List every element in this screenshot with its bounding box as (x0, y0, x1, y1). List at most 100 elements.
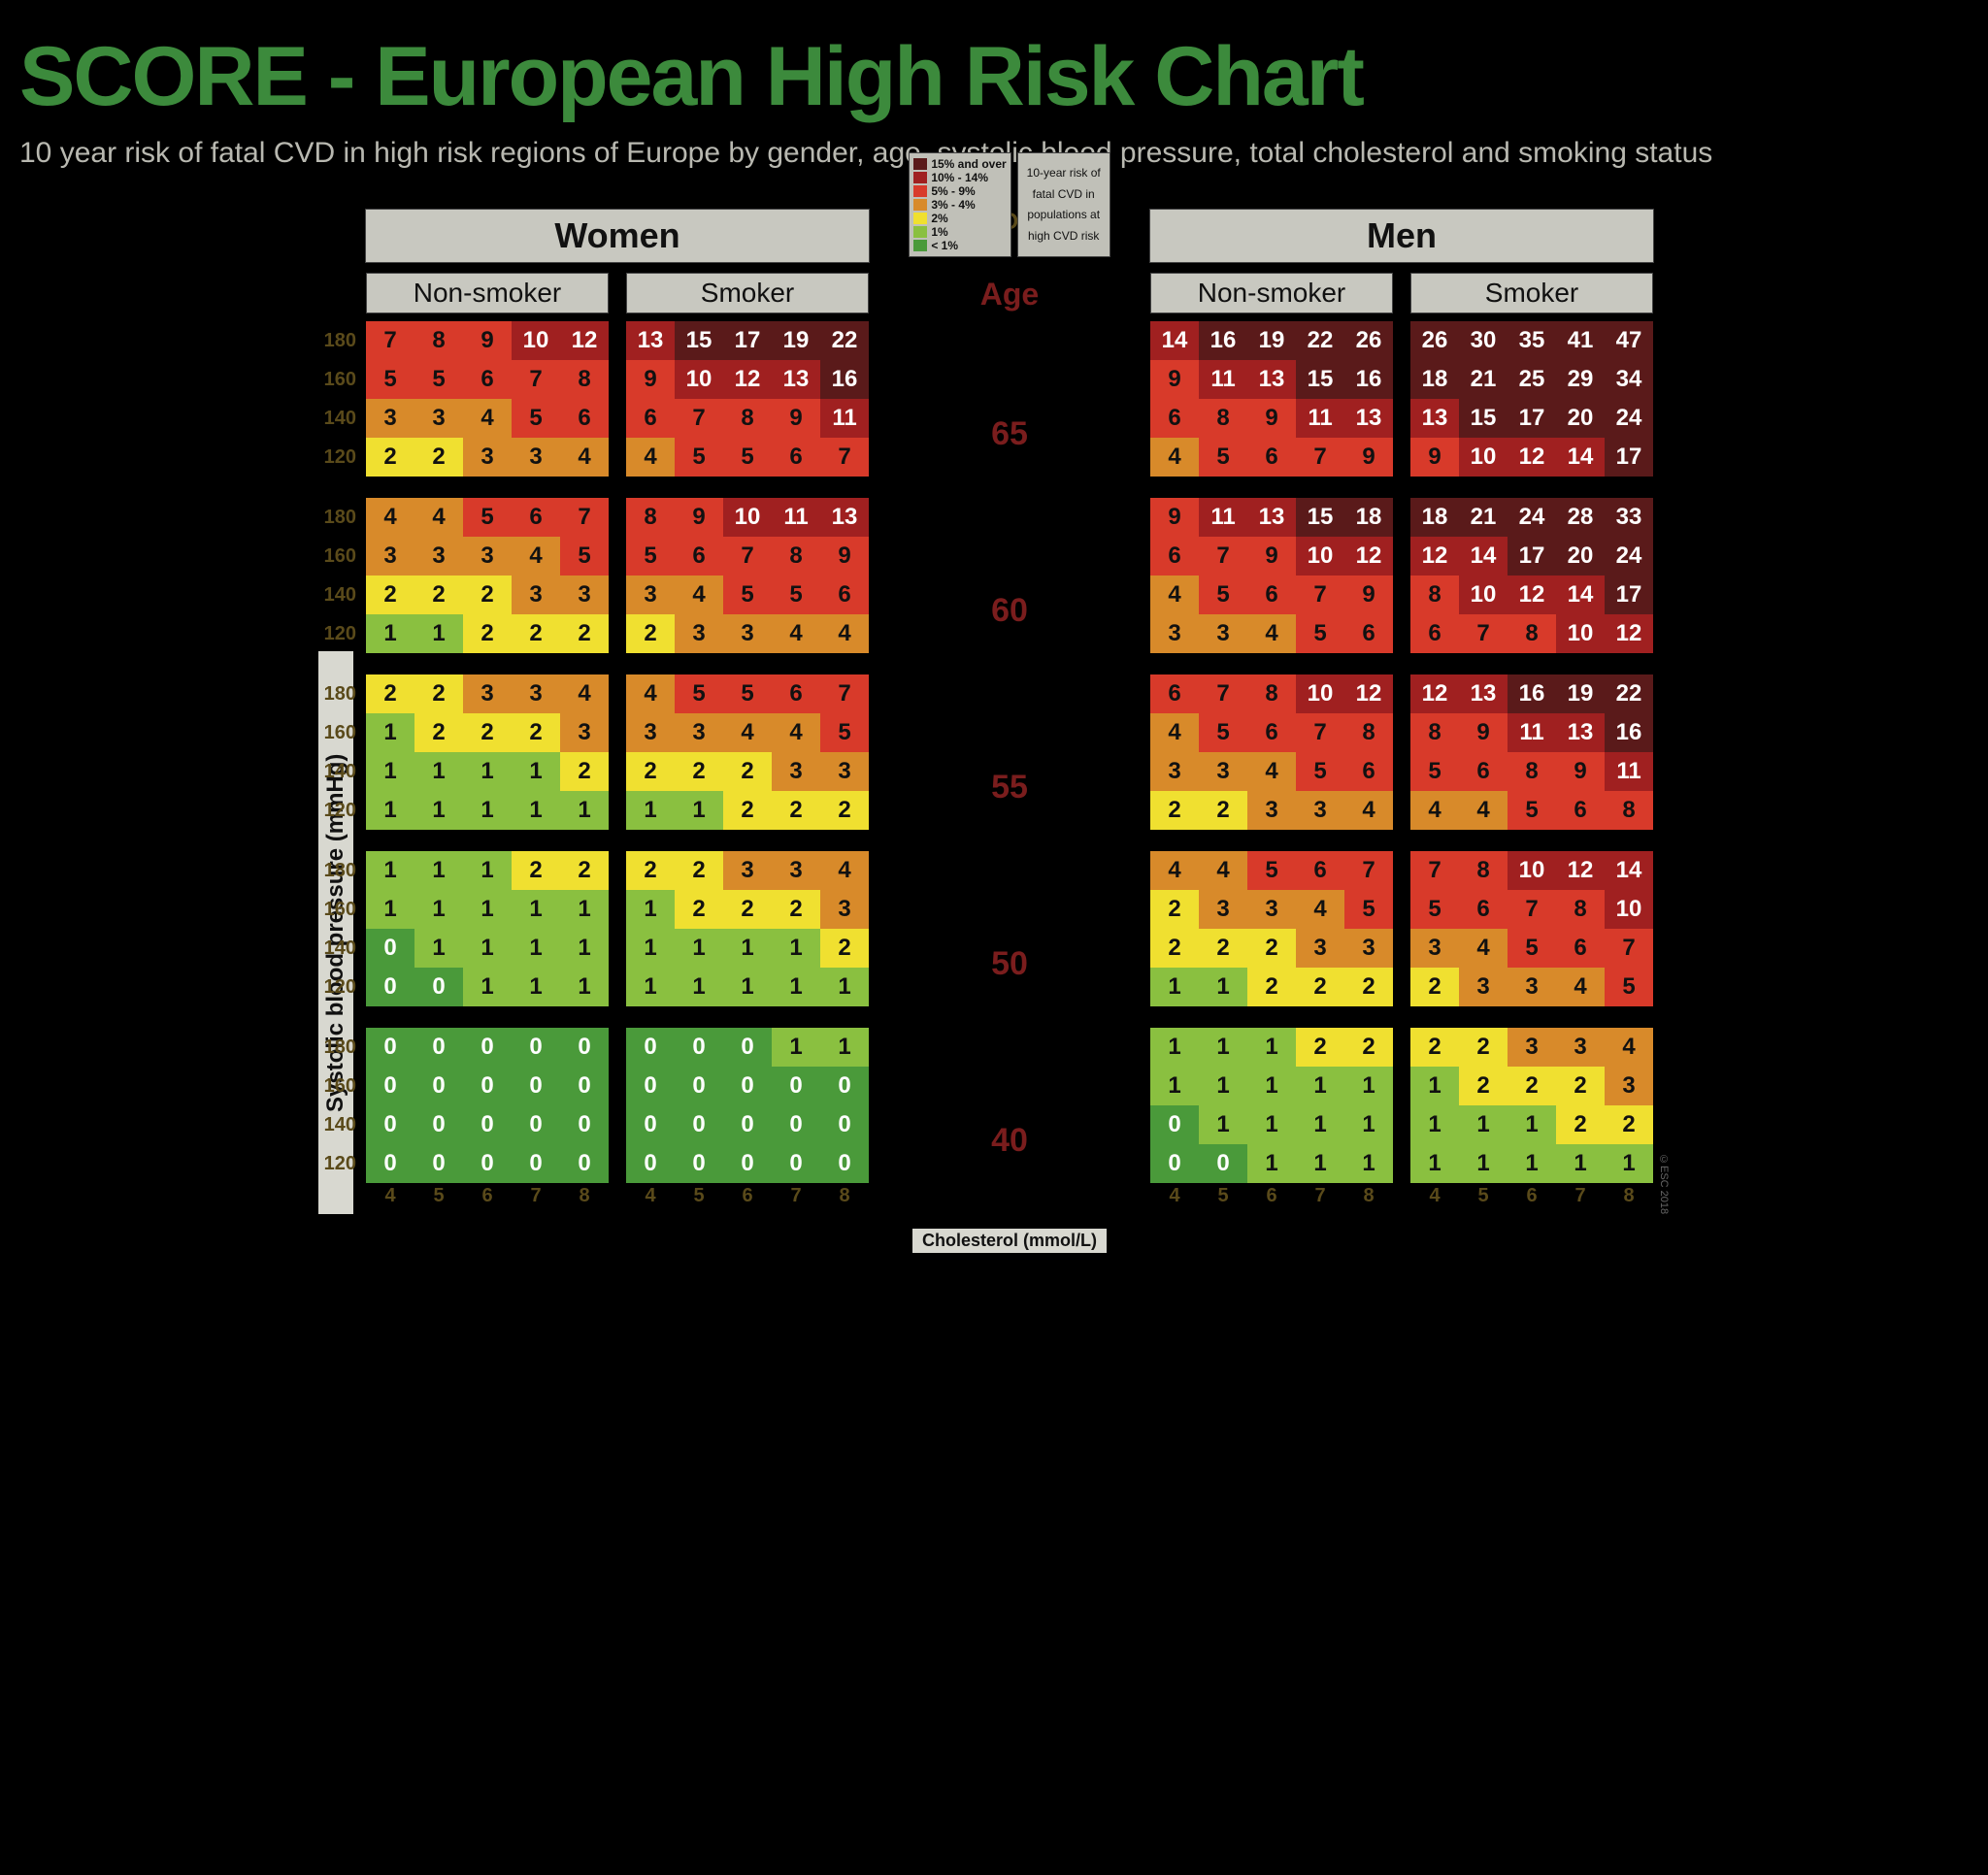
cholesterol-tick: 5 (414, 1185, 463, 1207)
risk-cell: 13 (1410, 399, 1459, 438)
risk-cell: 3 (414, 537, 463, 576)
risk-cell: 3 (1508, 1028, 1556, 1067)
risk-cell: 19 (1247, 321, 1296, 360)
risk-cell: 1 (1459, 1105, 1508, 1144)
risk-cell: 2 (463, 713, 512, 752)
legend-swatch (913, 226, 927, 238)
risk-cell: 9 (1344, 576, 1393, 614)
risk-cell: 0 (723, 1028, 772, 1067)
risk-cell: 7 (1199, 674, 1247, 713)
risk-cell: 30 (1459, 321, 1508, 360)
risk-grid: 11122111110111100111 (366, 851, 609, 1006)
risk-cell: 0 (820, 1105, 869, 1144)
risk-cell: 0 (366, 1105, 414, 1144)
risk-cell: 16 (1199, 321, 1247, 360)
risk-cell: 1 (626, 929, 675, 968)
risk-cell: 8 (560, 360, 609, 399)
bp-axis: 180160140120 (310, 498, 356, 653)
risk-grid: 22334122231112211111 (1410, 1028, 1653, 1183)
risk-cell: 8 (626, 498, 675, 537)
risk-cell: 5 (1410, 890, 1459, 929)
risk-block: 22334122231111211111 (626, 851, 869, 1006)
risk-cell: 5 (1296, 614, 1344, 653)
risk-cell: 0 (414, 968, 463, 1006)
risk-cell: 2 (626, 851, 675, 890)
risk-cell: 2 (1459, 1028, 1508, 1067)
risk-cell: 5 (1199, 713, 1247, 752)
risk-cell: 1 (1199, 1067, 1247, 1105)
bp-tick: 160 (310, 537, 356, 576)
risk-cell: 1 (820, 968, 869, 1006)
risk-cell: 4 (1459, 929, 1508, 968)
legend-item: 10% - 14% (913, 171, 1006, 184)
risk-cell: 2 (1296, 968, 1344, 1006)
gender-header: Men (1149, 209, 1654, 263)
cholesterol-tick: 6 (1247, 1185, 1296, 1207)
risk-cell: 1 (675, 968, 723, 1006)
risk-cell: 1 (1508, 1105, 1556, 1144)
risk-cell: 12 (1508, 576, 1556, 614)
bp-tick: 140 (310, 399, 356, 438)
cholesterol-tick: 5 (675, 1185, 723, 1207)
risk-cell: 2 (1199, 791, 1247, 830)
risk-cell: 8 (1556, 890, 1605, 929)
risk-cell: 6 (1459, 752, 1508, 791)
risk-cell: 3 (1296, 791, 1344, 830)
risk-cell: 8 (414, 321, 463, 360)
risk-block: 11122111110111100111 (366, 851, 609, 1006)
risk-cell: 10 (723, 498, 772, 537)
risk-cell: 8 (1410, 576, 1459, 614)
risk-cell: 1 (512, 791, 560, 830)
risk-grid: 44567333452223311222 (366, 498, 609, 653)
risk-cell: 18 (1344, 498, 1393, 537)
risk-cell: 4 (1247, 752, 1296, 791)
risk-cell: 4 (512, 537, 560, 576)
risk-cell: 2 (675, 890, 723, 929)
risk-cell: 17 (1508, 537, 1556, 576)
age-row: 1801601401201112211111011110011122334122… (366, 851, 869, 1006)
risk-cell: 1 (1508, 1144, 1556, 1183)
bp-tick: 140 (310, 929, 356, 968)
risk-cell: 15 (1296, 360, 1344, 399)
bp-tick: 160 (310, 713, 356, 752)
risk-grid: 781012145678103456723345 (1410, 851, 1653, 1006)
bp-axis: 180160140120 (310, 674, 356, 830)
risk-cell: 0 (1150, 1105, 1199, 1144)
bp-tick: 180 (310, 851, 356, 890)
risk-cell: 3 (1150, 614, 1199, 653)
risk-cell: 10 (1296, 674, 1344, 713)
risk-cell: 7 (512, 360, 560, 399)
risk-cell: 26 (1410, 321, 1459, 360)
risk-cell: 6 (820, 576, 869, 614)
risk-cell: 13 (1344, 399, 1393, 438)
risk-cell: 0 (512, 1105, 560, 1144)
risk-cell: 8 (1459, 851, 1508, 890)
age-row: 4456723345222331122278101214567810345672… (1150, 851, 1653, 1006)
cholesterol-tick: 6 (723, 1185, 772, 1207)
risk-cell: 3 (820, 752, 869, 791)
risk-cell: 4 (1199, 851, 1247, 890)
risk-cell: 0 (366, 1144, 414, 1183)
risk-cell: 1 (463, 968, 512, 1006)
risk-cell: 6 (1410, 614, 1459, 653)
risk-cell: 4 (772, 713, 820, 752)
risk-cell: 1 (1199, 1028, 1247, 1067)
risk-cell: 13 (820, 498, 869, 537)
legend-swatch (913, 199, 927, 211)
risk-cell: 2 (463, 576, 512, 614)
risk-cell: 4 (675, 576, 723, 614)
risk-cell: 10 (675, 360, 723, 399)
risk-cell: 2 (772, 791, 820, 830)
risk-cell: 6 (1150, 537, 1199, 576)
risk-cell: 3 (560, 576, 609, 614)
risk-cell: 0 (723, 1105, 772, 1144)
bp-tick: 160 (310, 890, 356, 929)
risk-cell: 2 (414, 674, 463, 713)
risk-cell: 9 (626, 360, 675, 399)
risk-cell: 9 (1459, 713, 1508, 752)
risk-cell: 7 (1296, 438, 1344, 477)
risk-cell: 14 (1556, 576, 1605, 614)
risk-cell: 1 (463, 791, 512, 830)
risk-cell: 4 (1459, 791, 1508, 830)
legend-caption: 10-year risk of fatal CVD in populations… (1017, 152, 1110, 257)
